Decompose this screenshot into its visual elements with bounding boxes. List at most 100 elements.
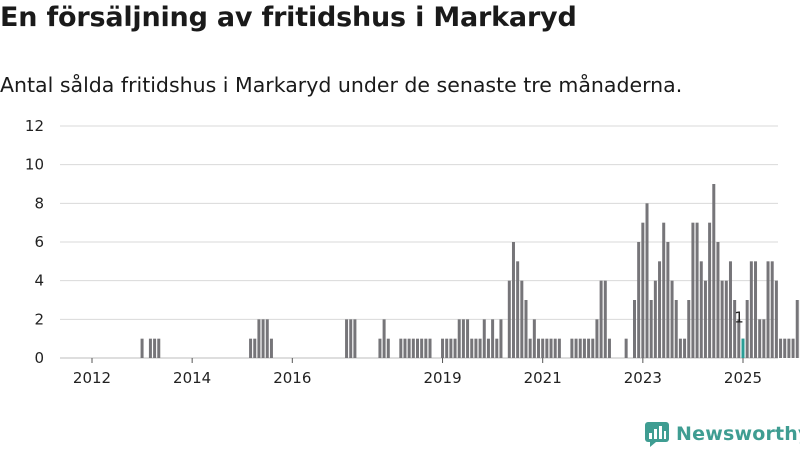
bar (486, 338, 490, 358)
bar (749, 261, 753, 358)
bar (624, 338, 628, 358)
highlight-bar (741, 338, 745, 358)
bar (720, 280, 724, 358)
bar (261, 319, 265, 358)
bar (411, 338, 415, 358)
bar (382, 319, 386, 358)
bar (745, 300, 749, 358)
bar-chart: 0 2 4 6 8 10 12 2012 2014 2016 2019 2021 2023 2025 1 (25, 117, 800, 387)
bar (766, 261, 770, 358)
bar (787, 338, 791, 358)
bar (507, 280, 511, 358)
bar (595, 319, 599, 358)
y-tick-label: 6 (34, 233, 44, 251)
bar (695, 222, 699, 358)
bar (712, 184, 716, 358)
bar (441, 338, 445, 358)
bar (687, 300, 691, 358)
bar (470, 338, 474, 358)
bar (791, 338, 795, 358)
bar (541, 338, 545, 358)
bar (553, 338, 557, 358)
bar (653, 280, 657, 358)
x-tick-label: 2016 (273, 369, 311, 387)
bar (754, 261, 758, 358)
bar (157, 338, 161, 358)
bar (499, 319, 503, 358)
bar (770, 261, 774, 358)
bar (733, 300, 737, 358)
bar (416, 338, 419, 358)
bar (699, 261, 703, 358)
grid-lines (60, 125, 778, 359)
bar (249, 338, 253, 358)
bar (570, 338, 574, 358)
chart-subtitle: Antal sålda fritidshus i Markaryd under … (0, 73, 683, 97)
bar (349, 319, 353, 358)
bar (253, 338, 257, 358)
bar (683, 338, 687, 358)
bar (582, 338, 586, 358)
bar (762, 319, 766, 358)
bar (670, 280, 674, 358)
bar (516, 261, 520, 358)
y-tick-label: 12 (25, 117, 44, 135)
bar (399, 338, 403, 358)
bar (457, 319, 461, 358)
x-tick-label: 2012 (73, 369, 111, 387)
x-axis-ticks: 2012 2014 2016 2019 2021 2023 2025 (73, 358, 762, 387)
data-labels: 1 (734, 308, 744, 326)
bar (495, 338, 499, 358)
bar (649, 300, 653, 358)
bar (520, 280, 524, 358)
bar (407, 338, 411, 358)
bar (708, 222, 712, 358)
bar (545, 338, 549, 358)
bar (662, 222, 666, 358)
y-tick-label: 8 (34, 194, 44, 212)
y-axis-ticks: 0 2 4 6 8 10 12 (25, 117, 44, 367)
x-tick-label: 2019 (423, 369, 461, 387)
bar (724, 280, 728, 358)
bar (257, 319, 261, 358)
x-tick-label: 2023 (624, 369, 662, 387)
bar (386, 338, 390, 358)
bar (269, 338, 273, 358)
bar (140, 338, 144, 358)
bar (591, 338, 595, 358)
y-tick-label: 2 (34, 310, 44, 328)
bar (728, 261, 732, 358)
y-tick-label: 10 (25, 156, 44, 174)
bar (557, 338, 561, 358)
bar (574, 338, 578, 358)
bar (461, 319, 465, 358)
bar (478, 338, 482, 358)
bar (716, 242, 720, 358)
newsworthy-logo: Newsworthy (644, 420, 800, 448)
y-tick-label: 0 (34, 349, 44, 367)
bar (603, 280, 607, 358)
bar (633, 300, 636, 358)
bar (345, 319, 349, 358)
bar (587, 338, 591, 358)
bar (420, 338, 424, 358)
bar (774, 280, 778, 358)
bar (532, 319, 536, 358)
highlight-value-label: 1 (734, 308, 744, 326)
newsworthy-logo-icon (645, 422, 669, 447)
bar (482, 319, 486, 358)
bar (691, 222, 695, 358)
bar (737, 319, 741, 358)
bar (424, 338, 428, 358)
bar (353, 319, 357, 358)
bar (466, 319, 470, 358)
bar (758, 319, 762, 358)
bar (645, 203, 649, 358)
bar (674, 300, 678, 358)
bar (678, 338, 682, 358)
bar (607, 338, 611, 358)
bar (403, 338, 407, 358)
x-tick-label: 2025 (724, 369, 762, 387)
bar (641, 222, 645, 358)
bar (537, 338, 541, 358)
